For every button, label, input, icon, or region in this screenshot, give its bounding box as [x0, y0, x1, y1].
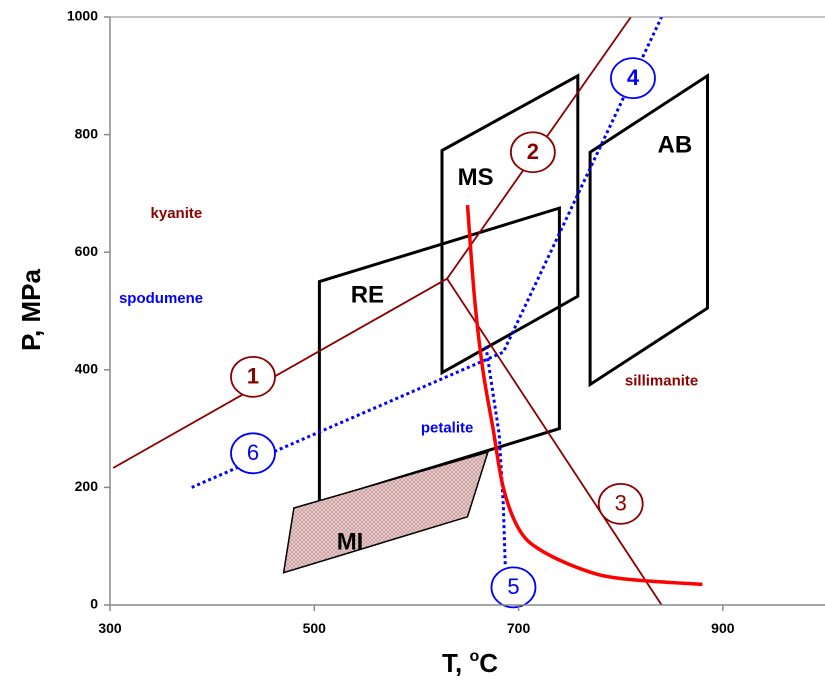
- curve-label-text: 6: [247, 440, 259, 465]
- field-label-spodumene: spodumene: [119, 290, 203, 307]
- curve-label-circle: [230, 355, 276, 398]
- curve-label-c2: 2: [509, 131, 556, 174]
- region-re: [317, 206, 561, 505]
- region-mi: [282, 450, 490, 574]
- curve-label-circle: [597, 482, 644, 525]
- x-tick-label: 500: [303, 620, 327, 636]
- region-label-ab: AB: [658, 132, 693, 159]
- x-tick-label: 700: [507, 620, 531, 636]
- region-ms: [440, 73, 580, 376]
- y-axis-title: P, MPa: [16, 269, 46, 351]
- region-label-ms: MS: [458, 164, 494, 191]
- y-tick-label: 600: [75, 243, 99, 259]
- region-ab: [588, 73, 709, 388]
- curve-label-text: 1: [247, 364, 259, 389]
- curve-label-c1: 1: [230, 355, 276, 398]
- curve-label-circle: [610, 57, 656, 100]
- series-line-s4: [484, 346, 507, 567]
- axes: 0 200 400 600 800 1000 300 500 700 900: [67, 8, 825, 636]
- region-label-re: RE: [351, 282, 384, 309]
- series-line-s1: [112, 17, 632, 469]
- field-label-petalite: petalite: [421, 420, 474, 437]
- y-tick-label: 200: [75, 478, 99, 494]
- field-label-kyanite: kyanite: [151, 205, 203, 222]
- plot-content: [112, 17, 709, 605]
- region-label-mi: MI: [337, 529, 364, 556]
- x-axis-title: T, oC: [442, 648, 498, 678]
- curve-label-c5: 5: [490, 566, 537, 609]
- field-label-sillimanite: sillimanite: [625, 373, 698, 390]
- curve-label-text: 4: [627, 65, 640, 90]
- series-line-s2: [446, 278, 663, 605]
- x-tick-label: 300: [98, 620, 122, 636]
- y-tick-label: 800: [75, 125, 99, 141]
- x-tick-label: 900: [711, 620, 735, 636]
- curve-label-circle: [490, 566, 537, 609]
- plot-area: RE MS AB MI kyanite spodumene sillimanite petal…: [112, 17, 709, 609]
- curve-label-text: 3: [615, 491, 627, 516]
- curve-label-c3: 3: [597, 482, 644, 525]
- y-tick-label: 1000: [67, 8, 98, 24]
- y-tick-label: 0: [90, 596, 98, 612]
- curve-label-circle: [230, 432, 276, 475]
- y-tick-label: 400: [75, 361, 99, 377]
- curve-label-c6: 6: [230, 432, 276, 475]
- series-line-s5: [465, 205, 703, 587]
- curve-label-circle: [509, 131, 556, 174]
- curve-label-c4: 4: [610, 57, 656, 100]
- curve-label-text: 5: [507, 574, 519, 599]
- curve-label-text: 2: [527, 139, 539, 164]
